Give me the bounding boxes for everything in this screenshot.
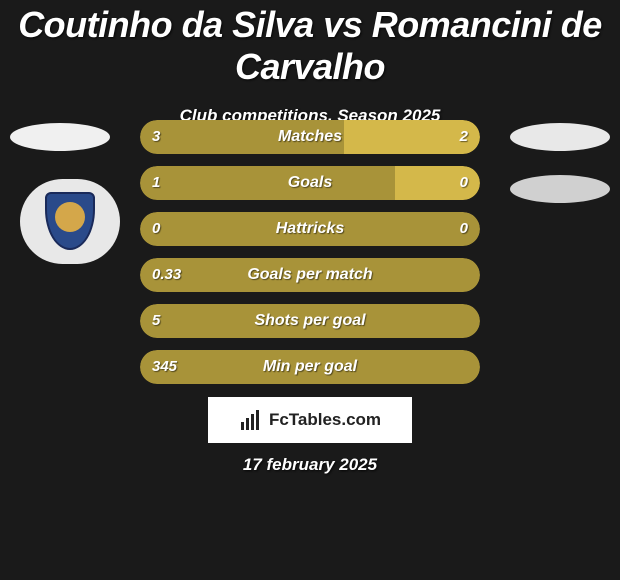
club-badge-emblem (55, 202, 85, 232)
attribution-banner: FcTables.com (208, 397, 412, 443)
stat-row: 32Matches (140, 120, 480, 154)
fctables-logo-icon (239, 408, 263, 432)
player-right-club-placeholder (510, 175, 610, 203)
stat-row: 345Min per goal (140, 350, 480, 384)
player-left-avatar-placeholder (10, 123, 110, 151)
stat-label: Shots per goal (140, 304, 480, 338)
player-right-avatar-placeholder (510, 123, 610, 151)
stat-label: Min per goal (140, 350, 480, 384)
stat-row: 10Goals (140, 166, 480, 200)
stat-row: 5Shots per goal (140, 304, 480, 338)
comparison-chart: 32Matches 10Goals 00Hattricks 0.33Goals per… (140, 120, 480, 396)
stat-label: Goals per match (140, 258, 480, 292)
date-label: 17 february 2025 (0, 455, 620, 475)
stat-label: Goals (140, 166, 480, 200)
stat-label: Matches (140, 120, 480, 154)
attribution-text: FcTables.com (269, 410, 381, 430)
stat-row: 0.33Goals per match (140, 258, 480, 292)
stat-row: 00Hattricks (140, 212, 480, 246)
stat-label: Hattricks (140, 212, 480, 246)
page-title: Coutinho da Silva vs Romancini de Carval… (0, 0, 620, 88)
